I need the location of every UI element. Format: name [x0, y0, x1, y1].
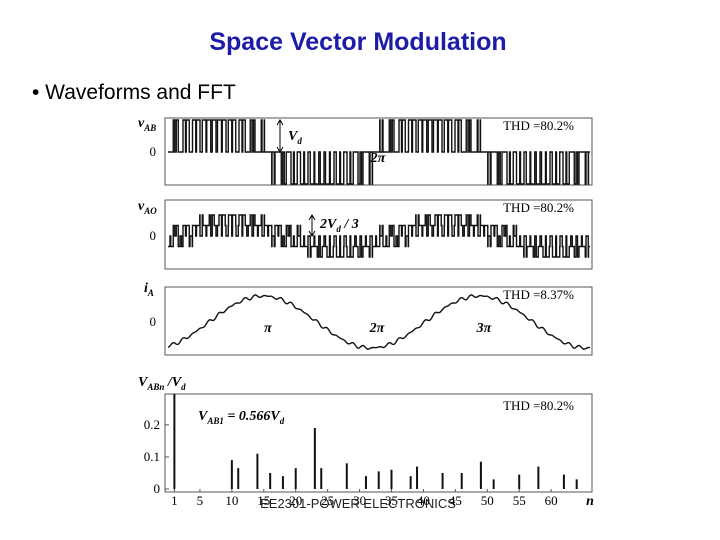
- label-part: V: [198, 409, 209, 424]
- bar: [294, 468, 297, 489]
- x-tick-label: 15: [257, 493, 270, 508]
- x-tick-label: 30: [353, 493, 366, 508]
- x-tick-label: 10: [225, 493, 238, 508]
- thd-label: THD =80.2%: [503, 200, 574, 215]
- arrow-head: [276, 119, 284, 126]
- subscript: d: [297, 136, 302, 146]
- bar: [345, 463, 348, 489]
- label-part: V: [288, 129, 299, 144]
- arrow-head: [308, 230, 316, 237]
- y-tick-label: 0.2: [144, 417, 160, 432]
- thd-label: THD =8.37%: [503, 287, 574, 302]
- x-tick-label: 1: [171, 493, 178, 508]
- signal-label: vAO: [138, 199, 157, 216]
- thd-label: THD =80.2%: [503, 398, 574, 413]
- waveform: [168, 119, 590, 185]
- slide-title: Space Vector Modulation: [209, 28, 506, 56]
- x-tick-label: 50: [481, 493, 494, 508]
- thd-label: THD =80.2%: [503, 118, 574, 133]
- bar: [237, 468, 240, 489]
- bar: [479, 461, 482, 489]
- x-tick-label: 45: [449, 493, 462, 508]
- amplitude-label: 2Vd / 3: [319, 217, 359, 234]
- amplitude-label: Vd: [288, 129, 302, 146]
- bar: [575, 479, 578, 489]
- subscript: AB: [143, 123, 156, 133]
- bar: [281, 476, 284, 489]
- bar: [562, 474, 565, 489]
- x-axis-label: n: [586, 494, 594, 509]
- y-axis-label: VABn /Vd: [138, 375, 186, 392]
- bar: [492, 479, 495, 489]
- bar: [390, 469, 393, 489]
- angle-label: 3π: [476, 321, 492, 336]
- bar: [518, 474, 521, 489]
- bar: [320, 468, 323, 489]
- arrow-head: [276, 146, 284, 153]
- label-part: / 3: [341, 217, 359, 232]
- subscript: A: [147, 288, 154, 298]
- label-part: V: [138, 375, 149, 390]
- bar: [409, 476, 412, 489]
- bar: [313, 428, 316, 489]
- bar: [537, 466, 540, 489]
- footer: EE2301-POWER ELECTRONICS: [260, 496, 456, 511]
- y-tick-label: 0.1: [144, 449, 160, 464]
- angle-label: 2π: [370, 151, 386, 166]
- x-tick-label: 55: [513, 493, 526, 508]
- bar: [441, 472, 444, 489]
- bar: [173, 394, 176, 489]
- signal-label: vAB: [138, 116, 156, 133]
- label-part: v: [138, 199, 145, 214]
- panel-frame: [164, 286, 593, 356]
- label-part: /V: [164, 375, 182, 390]
- angle-label: π: [264, 321, 272, 336]
- bar: [377, 471, 380, 489]
- x-tick-label: 5: [197, 493, 204, 508]
- subscript: d: [181, 382, 186, 392]
- waveform: [167, 294, 591, 350]
- bar: [364, 476, 367, 489]
- bar: [230, 460, 233, 489]
- annotation: VAB1 = 0.566Vd: [198, 409, 285, 426]
- bar: [256, 453, 259, 489]
- bar: [269, 472, 272, 489]
- y-tick-label: 0: [154, 481, 161, 496]
- subscript: AB1: [206, 416, 224, 426]
- x-tick-label: 25: [321, 493, 334, 508]
- label-part: 2V: [319, 217, 338, 232]
- label-part: = 0.566V: [224, 409, 281, 424]
- bullet-text: • Waveforms and FFT: [32, 81, 236, 104]
- bar: [460, 472, 463, 489]
- subscript: d: [336, 224, 341, 234]
- arrow-head: [308, 214, 316, 221]
- zero-label: 0: [150, 144, 157, 159]
- x-tick-label: 40: [417, 493, 430, 508]
- zero-label: 0: [150, 314, 157, 329]
- subscript: ABn: [146, 382, 164, 392]
- bar: [416, 466, 419, 489]
- angle-label: 2π: [369, 321, 385, 336]
- x-tick-label: 60: [545, 493, 558, 508]
- x-tick-label: 20: [289, 493, 302, 508]
- waveform: [168, 214, 590, 258]
- x-tick-label: 35: [385, 493, 398, 508]
- subscript: d: [280, 416, 285, 426]
- label-part: i: [144, 281, 148, 296]
- subscript: AO: [143, 206, 157, 216]
- signal-label: iA: [144, 281, 154, 298]
- label-part: v: [138, 116, 145, 131]
- zero-label: 0: [150, 228, 157, 243]
